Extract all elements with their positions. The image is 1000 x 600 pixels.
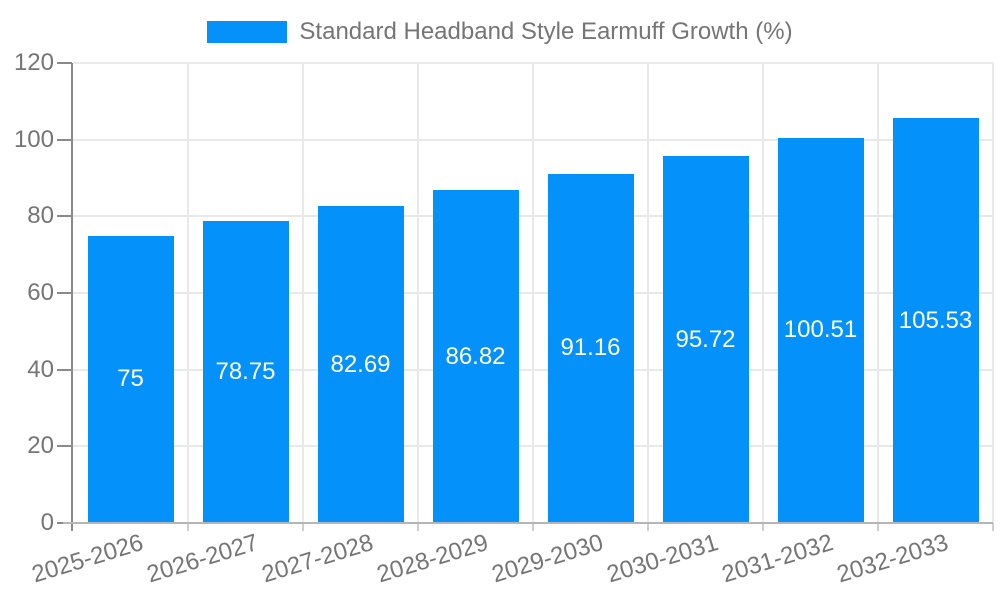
gridline-horizontal: [73, 292, 993, 294]
x-axis-category-label: 2029-2030: [488, 529, 607, 589]
bar-value-label: 100.51: [783, 316, 858, 344]
y-axis-tick-label: 0: [40, 509, 54, 536]
x-axis-tick-mark: [302, 523, 304, 531]
x-axis-tick-mark: [532, 523, 534, 531]
bar: [777, 137, 864, 523]
bar-value-label: 91.16: [560, 334, 621, 362]
x-axis-tick-mark: [992, 523, 994, 531]
x-axis-category-label: 2028-2029: [373, 529, 492, 589]
y-axis-tick-label: 40: [27, 355, 54, 383]
x-axis-line: [63, 522, 993, 524]
x-axis-tick-mark: [762, 523, 764, 531]
x-axis-tick-mark: [647, 523, 649, 531]
bar: [202, 221, 289, 523]
bar-value-label: 82.69: [330, 350, 391, 378]
x-axis-category-label: 2032-2033: [833, 529, 952, 589]
bar: [317, 206, 404, 523]
x-axis-category-label: 2026-2027: [143, 529, 262, 589]
x-axis-category-label: 2027-2028: [258, 529, 377, 589]
bar-value-label: 78.75: [215, 358, 276, 386]
bar: [892, 118, 979, 523]
x-axis-tick-mark: [877, 523, 879, 531]
legend-swatch-icon: [207, 21, 288, 43]
y-axis-tick-label: 80: [27, 202, 54, 230]
gridline-horizontal: [73, 215, 993, 218]
gridline-horizontal: [73, 368, 993, 371]
y-axis-tick-mark: [57, 368, 72, 371]
y-axis-tick-mark: [57, 62, 72, 64]
y-axis-tick-label: 100: [13, 125, 54, 153]
bar-value-label: 75: [117, 365, 144, 393]
x-axis-category-label: 2025-2026: [28, 529, 147, 589]
y-axis-tick-mark: [57, 292, 72, 294]
x-axis-category-label: 2030-2031: [603, 529, 722, 589]
y-axis-tick-label: 20: [27, 432, 54, 460]
x-axis-tick-mark: [417, 523, 419, 531]
gridline-horizontal: [73, 62, 993, 64]
gridline-horizontal: [73, 445, 993, 448]
bar: [662, 156, 749, 523]
x-axis-tick-mark: [187, 523, 189, 531]
bar-value-label: 105.53: [898, 306, 973, 334]
bar-value-label: 86.82: [445, 342, 506, 370]
x-axis-category-label: 2031-2032: [718, 529, 837, 589]
y-axis-tick-mark: [57, 445, 72, 448]
y-axis-line: [71, 63, 73, 531]
legend: Standard Headband Style Earmuff Growth (…: [0, 17, 1000, 47]
bar: [432, 190, 519, 523]
gridline-horizontal: [73, 138, 993, 141]
plot-area: 0 20 40 60 80 100 120 2025-2026 2026-2027 2027-20…: [14, 50, 994, 588]
gridline-vertical: [992, 63, 994, 523]
y-axis-tick-label: 60: [27, 279, 54, 306]
bar: [87, 235, 174, 523]
bar-value-label: 95.72: [675, 325, 736, 353]
bar: [547, 173, 634, 523]
y-axis-tick-mark: [57, 215, 72, 218]
legend-label: Standard Headband Style Earmuff Growth (…: [299, 18, 793, 45]
y-axis-tick-mark: [57, 138, 72, 141]
y-axis-tick-label: 120: [13, 49, 54, 76]
